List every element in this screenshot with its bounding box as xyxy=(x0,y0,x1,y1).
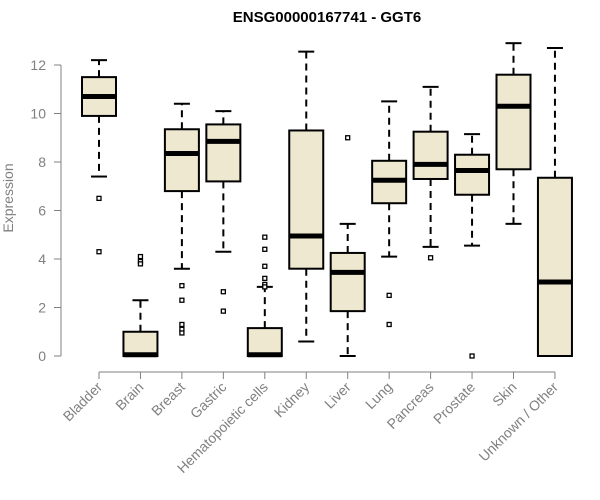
iqr-box xyxy=(412,130,449,180)
y-tick-label: 6 xyxy=(38,203,46,219)
outlier-point xyxy=(179,283,185,289)
iqr-box xyxy=(288,129,325,270)
x-tick-label: Bladder xyxy=(60,379,106,425)
boxes-group xyxy=(81,42,573,359)
iqr-box xyxy=(536,176,573,357)
x-tick-label: Skin xyxy=(489,379,520,410)
iqr-box xyxy=(163,128,200,193)
x-tick-label: Breast xyxy=(148,379,188,419)
outlier-point xyxy=(469,353,475,359)
y-tick-label: 10 xyxy=(30,106,46,122)
box-gastric xyxy=(205,110,242,314)
y-tick-label: 4 xyxy=(38,251,46,267)
y-tick-label: 8 xyxy=(38,154,46,170)
box-lung xyxy=(371,100,408,328)
outlier-point xyxy=(345,135,351,141)
box-brain xyxy=(122,253,159,358)
box-liver xyxy=(329,135,366,357)
outlier-point xyxy=(179,330,185,336)
box-pancreas xyxy=(412,85,449,261)
iqr-box xyxy=(454,153,491,196)
outlier-point xyxy=(262,263,268,269)
outlier-point xyxy=(137,261,144,267)
chart-title: ENSG00000167741 - GGT6 xyxy=(233,9,421,26)
box-skin xyxy=(495,42,532,225)
outlier-point xyxy=(262,234,268,240)
iqr-box xyxy=(122,330,159,357)
outlier-point xyxy=(262,246,268,252)
x-tick-label: Unknown / Other xyxy=(475,379,561,465)
outlier-point xyxy=(96,249,102,255)
outlier-point xyxy=(386,321,392,328)
y-tick-label: 12 xyxy=(30,57,46,73)
outlier-point xyxy=(220,308,227,314)
x-tick-label: Brain xyxy=(112,379,146,413)
box-breast xyxy=(163,102,200,336)
outlier-point xyxy=(262,275,268,282)
y-axis: 0 2 4 6 8 10 12 xyxy=(30,57,62,364)
outlier-point xyxy=(220,289,227,295)
outlier-point xyxy=(427,255,434,261)
outlier-point xyxy=(262,284,268,290)
outlier-point xyxy=(96,195,102,202)
iqr-box xyxy=(205,123,242,183)
box-hematopoietic-cells xyxy=(246,234,283,358)
outlier-point xyxy=(179,321,185,328)
iqr-box xyxy=(495,73,532,171)
box-unknown-other xyxy=(536,47,573,357)
x-tick-label: Prostate xyxy=(430,379,478,427)
y-tick-label: 2 xyxy=(38,300,46,316)
x-tick-label: Kidney xyxy=(271,379,313,421)
iqr-box xyxy=(329,251,366,313)
outlier-point xyxy=(179,297,185,303)
outlier-point xyxy=(386,292,392,299)
y-tick-label: 0 xyxy=(38,348,46,364)
box-kidney xyxy=(288,50,325,343)
y-axis-label: Expression xyxy=(0,163,16,232)
iqr-box xyxy=(246,327,283,357)
box-bladder xyxy=(81,59,117,255)
x-tick-label: Liver xyxy=(321,379,354,412)
outlier-point xyxy=(137,253,144,260)
box-prostate xyxy=(454,133,491,359)
x-tick-label: Lung xyxy=(362,379,395,412)
